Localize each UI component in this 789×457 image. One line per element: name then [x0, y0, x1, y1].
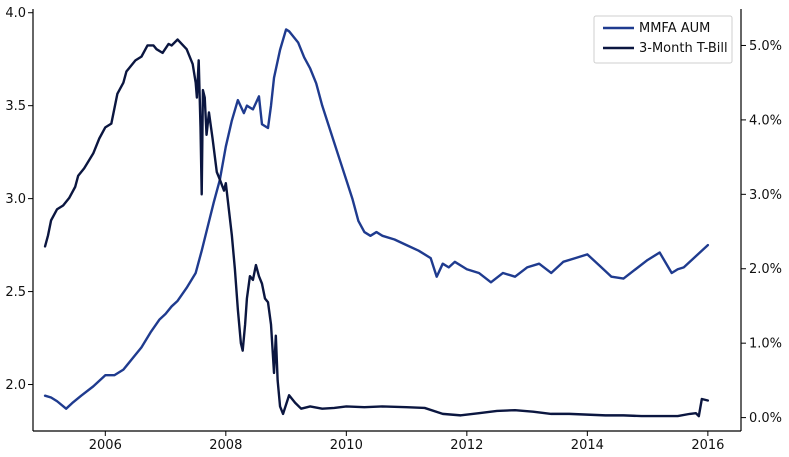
y-left-tick-label: 2.5: [5, 285, 26, 300]
y-left-tick-label: 4.0: [5, 6, 26, 21]
y-left-tick-label: 3.5: [5, 99, 26, 114]
y-right-tick-label: 0.0%: [749, 411, 782, 426]
y-left-tick-label: 3.0: [5, 192, 26, 207]
y-right-tick-label: 2.0%: [749, 262, 782, 277]
x-tick-label: 2010: [330, 438, 363, 453]
series-layer: [43, 28, 710, 418]
x-tick-label: 2016: [691, 438, 724, 453]
y-left-tick-label: 2.0: [5, 378, 26, 393]
legend: MMFA AUM 3-Month T-Bill: [593, 15, 733, 64]
y-right-tick-label: 4.0%: [749, 113, 782, 128]
axes-layer: [32, 9, 742, 432]
y-right-tick-label: 3.0%: [749, 188, 782, 203]
x-tick-label: 2006: [89, 438, 122, 453]
y-right-tick-label: 5.0%: [749, 39, 782, 54]
legend-label-mmfa: MMFA AUM: [639, 21, 710, 36]
y-right-tick-label: 1.0%: [749, 337, 782, 352]
x-tick-label: 2008: [209, 438, 242, 453]
x-tick-label: 2014: [571, 438, 604, 453]
series-line-mmfa-aum: [43, 28, 710, 410]
x-tick-label: 2012: [450, 438, 483, 453]
ticks-layer: 2006 2008 2010 2012 2014 2016 2.0 2.5 3.0 3.5 4.0 0…: [5, 6, 782, 453]
legend-label-tbill: 3-Month T-Bill: [639, 41, 728, 56]
series-line-3-month-tbill: [43, 38, 710, 418]
